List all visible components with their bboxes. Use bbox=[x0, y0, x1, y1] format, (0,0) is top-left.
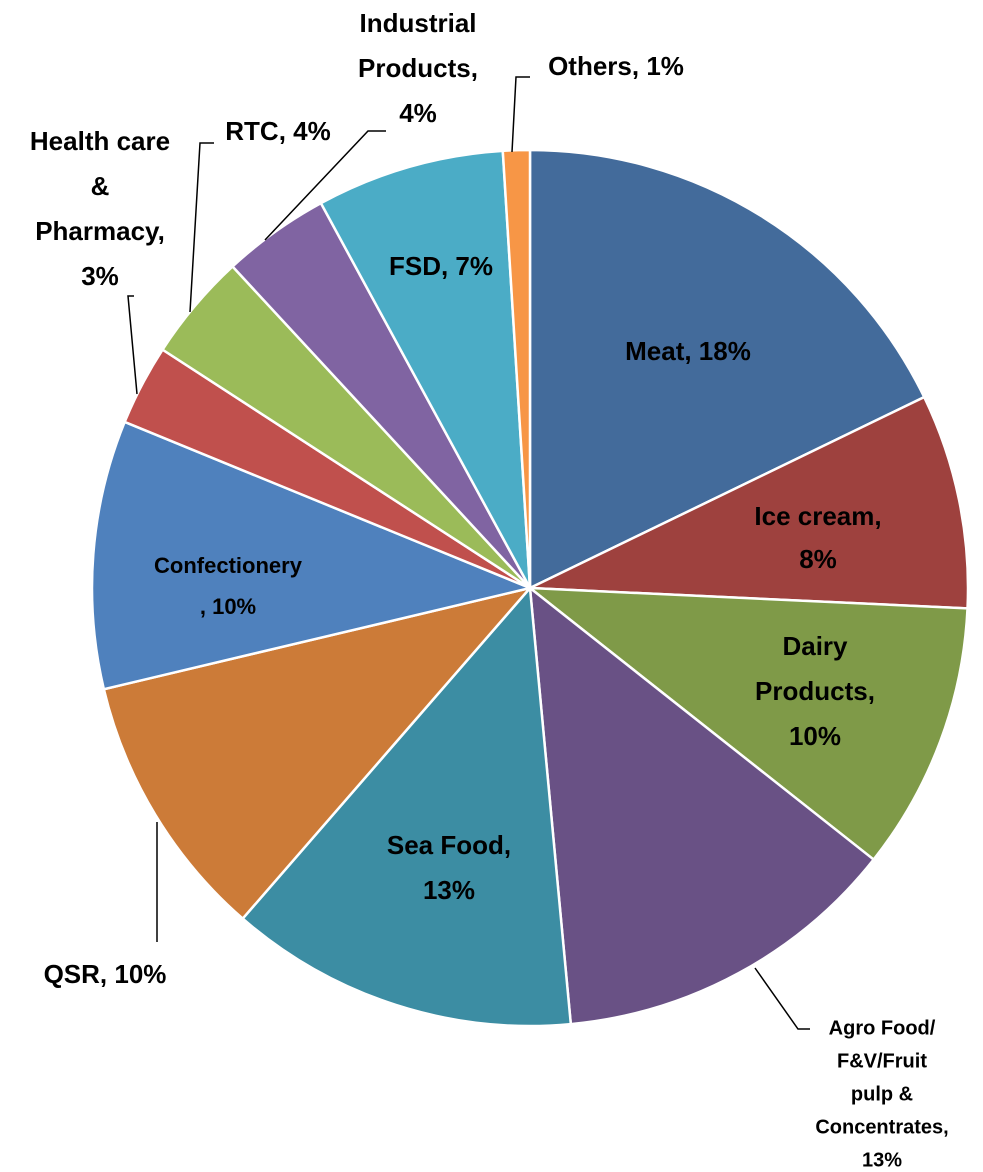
slice bbox=[90, 420, 535, 691]
data-label: FSD, 7% bbox=[389, 251, 493, 281]
slice bbox=[102, 585, 534, 921]
leader-line bbox=[511, 76, 530, 153]
data-label: & bbox=[91, 171, 110, 201]
slice bbox=[529, 395, 970, 610]
slice bbox=[526, 586, 969, 862]
data-label: 10% bbox=[789, 721, 841, 751]
slice bbox=[528, 148, 926, 590]
data-label: 8% bbox=[799, 544, 837, 574]
data-label: QSR, 10% bbox=[44, 959, 167, 989]
data-label: Others, 1% bbox=[548, 51, 684, 81]
slice bbox=[319, 149, 532, 589]
leader-line bbox=[264, 130, 386, 241]
data-label: pulp & bbox=[851, 1083, 913, 1105]
data-label: Ice cream, bbox=[754, 501, 881, 531]
leader-line bbox=[754, 967, 810, 1030]
data-label: 13% bbox=[862, 1149, 902, 1171]
data-label: Meat, 18% bbox=[625, 336, 751, 366]
data-label: Agro Food/ bbox=[829, 1017, 936, 1039]
leader-line bbox=[127, 295, 138, 395]
slice bbox=[528, 585, 876, 1026]
data-label: 3% bbox=[81, 261, 119, 291]
data-label: F&V/Fruit bbox=[837, 1050, 927, 1072]
data-label: , 10% bbox=[200, 594, 256, 619]
data-label: RTC, 4% bbox=[225, 116, 330, 146]
slice bbox=[240, 584, 573, 1028]
data-label: Concentrates, bbox=[815, 1116, 948, 1138]
data-labels: Meat, 18% Ice cream, 8% Dairy Products, 10% Ag… bbox=[30, 8, 949, 1171]
data-label: Pharmacy, bbox=[35, 216, 165, 246]
data-label: 13% bbox=[423, 875, 475, 905]
data-label: Industrial bbox=[359, 8, 476, 38]
slices bbox=[90, 148, 970, 1028]
leader-lines bbox=[127, 76, 810, 1030]
data-label: Health care bbox=[30, 126, 170, 156]
data-label: Products, bbox=[358, 53, 478, 83]
data-label: 4% bbox=[399, 98, 437, 128]
data-label: Dairy bbox=[782, 631, 848, 661]
data-label: Products, bbox=[755, 676, 875, 706]
leader-line bbox=[189, 142, 214, 313]
slice bbox=[501, 148, 532, 589]
data-label: Confectionery bbox=[154, 553, 303, 578]
data-label: Sea Food, bbox=[387, 830, 511, 860]
